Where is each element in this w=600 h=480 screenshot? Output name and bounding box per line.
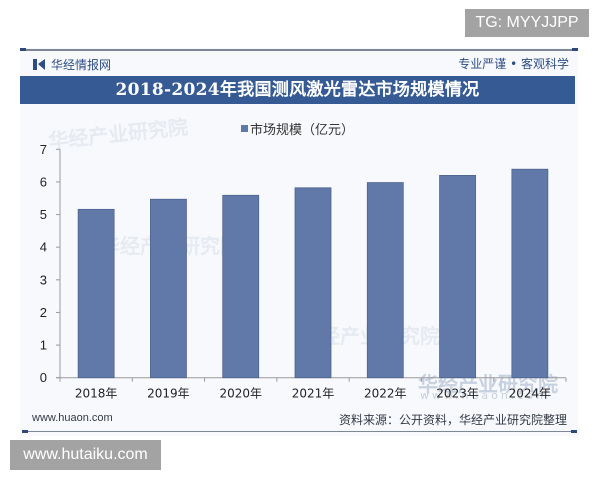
y-tick-label: 0 xyxy=(40,370,47,385)
footer-source: 资料来源：公开资料，华经产业研究院整理 xyxy=(338,413,567,427)
divider-cap-right xyxy=(571,430,577,433)
chart-title: 2018-2024年我国测风激光雷达市场规模情况 xyxy=(20,76,575,104)
legend: 市场规模（亿元） xyxy=(241,119,355,138)
y-tick-label: 4 xyxy=(40,240,47,255)
y-tick-label: 2 xyxy=(40,305,47,320)
tg-watermark-badge: TG: MYYJJPP xyxy=(465,9,589,37)
bar xyxy=(222,194,260,379)
footer-url: www.huaon.com xyxy=(32,412,113,424)
legend-label: 市场规模（亿元） xyxy=(250,122,355,138)
x-tick-label: 2024年 xyxy=(509,387,552,401)
y-tick-label: 6 xyxy=(40,174,47,189)
divider-cap-left xyxy=(20,48,26,51)
x-tick-label: 2018年 xyxy=(75,387,118,401)
bar xyxy=(439,175,476,379)
bar xyxy=(294,187,332,379)
y-tick-label: 1 xyxy=(40,338,47,353)
bar xyxy=(366,182,404,379)
site-watermark-badge: www.hutaiku.com xyxy=(10,440,161,470)
slogan: 专业严谨 • 客观科学 xyxy=(458,57,569,71)
y-tick-label: 3 xyxy=(40,272,47,287)
bar xyxy=(150,198,187,379)
bottom-divider xyxy=(22,430,577,433)
legend-swatch xyxy=(241,124,248,132)
book-logo-icon xyxy=(33,58,45,70)
brand-name: 华经情报网 xyxy=(51,57,112,72)
brand: 华经情报网 xyxy=(33,54,111,74)
bar xyxy=(511,168,549,379)
bar xyxy=(77,208,115,379)
divider-cap-left xyxy=(22,430,28,433)
x-tick-label: 2021年 xyxy=(292,387,335,401)
x-tick-label: 2022年 xyxy=(364,387,407,401)
x-tick-label: 2019年 xyxy=(147,387,190,401)
y-tick-label: 5 xyxy=(40,207,47,222)
top-divider xyxy=(20,48,578,51)
y-tick-label: 7 xyxy=(40,142,47,157)
x-tick-label: 2020年 xyxy=(219,387,262,401)
watermark-site: www.huaon.com xyxy=(420,389,550,402)
x-tick-label: 2023年 xyxy=(436,387,479,401)
divider-cap-right xyxy=(572,48,578,51)
